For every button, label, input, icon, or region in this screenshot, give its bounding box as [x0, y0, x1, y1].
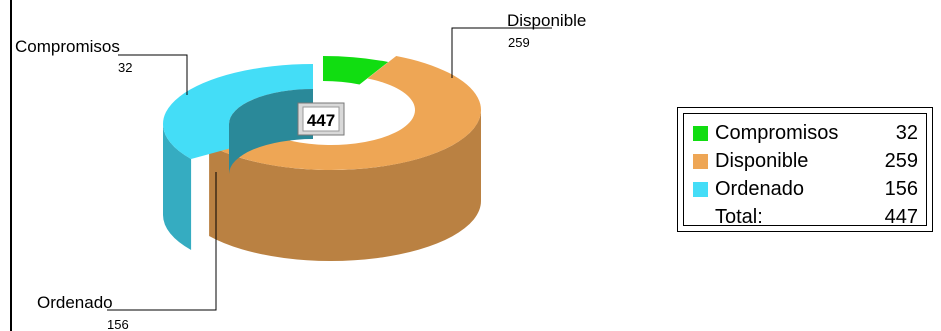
- center-total-value: 447: [307, 111, 335, 130]
- legend-value: 259: [884, 150, 918, 172]
- label-compromisos-name: Compromisos: [15, 37, 120, 56]
- slice-side-ordenado: [163, 124, 192, 250]
- legend-label: Disponible: [715, 150, 809, 172]
- legend-total-label: Total:: [715, 206, 763, 228]
- slice-top-ordenado: [162, 63, 313, 159]
- leader-disponible: [451, 27, 552, 78]
- leader-ordenado: [107, 172, 217, 311]
- slice-side-disponible: [209, 110, 481, 261]
- donut-group: [162, 55, 481, 261]
- label-compromisos-value: 32: [118, 60, 132, 75]
- legend-frame: Compromisos 32 Disponible 259 Ordenado 1…: [683, 113, 927, 228]
- leader-lines: [107, 27, 552, 311]
- legend-label: Compromisos: [715, 122, 839, 144]
- slice-top-compromisos: [323, 56, 389, 85]
- legend-value: 32: [895, 122, 918, 144]
- legend-swatch-disponible: [693, 154, 708, 169]
- legend-row-total: Total: 447: [684, 203, 926, 231]
- legend-label: Ordenado: [715, 178, 804, 200]
- legend-row-compromisos: Compromisos 32: [684, 119, 926, 147]
- label-ordenado-value: 156: [107, 317, 129, 331]
- legend-swatch-compromisos: [693, 126, 708, 141]
- label-ordenado-name: Ordenado: [37, 293, 113, 312]
- slice-inner-ordenado: [229, 89, 313, 175]
- legend-row-disponible: Disponible 259: [684, 147, 926, 175]
- legend-row-ordenado: Ordenado 156: [684, 175, 926, 203]
- label-disponible-name: Disponible: [507, 11, 586, 30]
- legend: Compromisos 32 Disponible 259 Ordenado 1…: [677, 107, 933, 232]
- legend-total-value: 447: [884, 206, 918, 228]
- legend-swatch-ordenado: [693, 182, 708, 197]
- leader-compromisos: [118, 54, 188, 95]
- center-total-box: 447: [297, 102, 345, 136]
- label-disponible-value: 259: [508, 35, 530, 50]
- legend-value: 156: [884, 178, 918, 200]
